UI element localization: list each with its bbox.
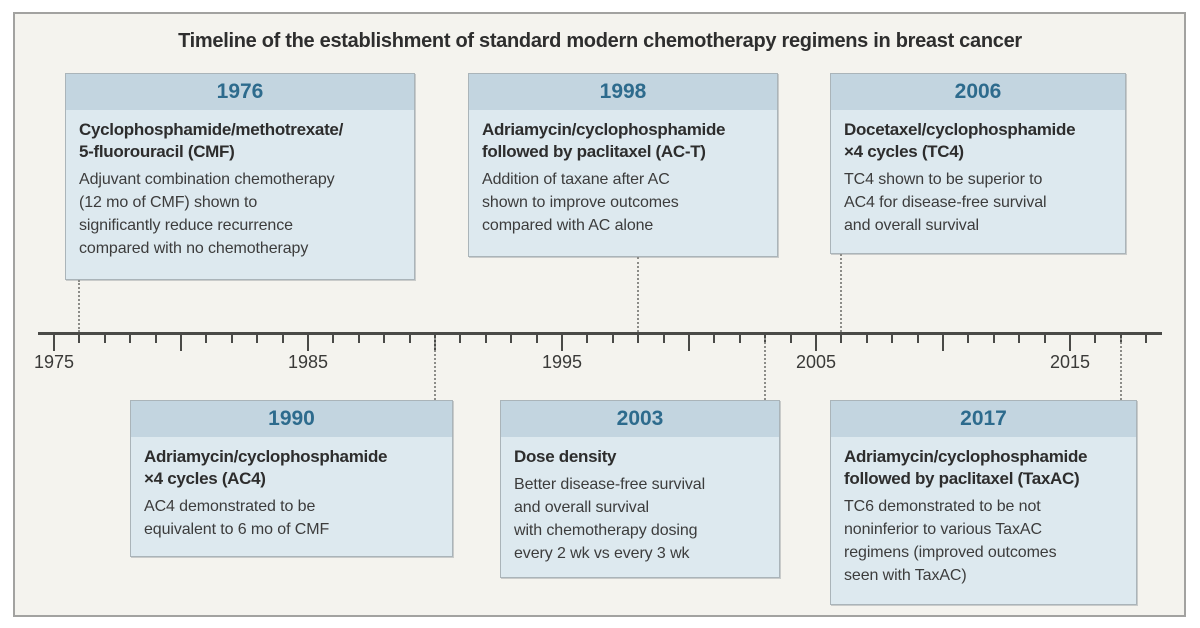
axis-tick-label: 1995 [541, 352, 583, 372]
event-box-2003: 2003 Dose density Better disease-free surv… [500, 400, 780, 578]
axis-tick [205, 335, 208, 343]
axis-tick [840, 335, 843, 343]
event-description: Better disease-free survival and overall… [514, 476, 706, 562]
axis-tick [307, 335, 309, 351]
axis-tick-label: 1975 [33, 352, 75, 372]
axis-tick [865, 335, 868, 343]
axis-tick [510, 335, 513, 343]
event-heading: Adriamycin/cyclophosphamide ×4 cycles (A… [144, 447, 388, 488]
event-description: Addition of taxane after AC shown to imp… [482, 171, 679, 234]
axis-tick [53, 335, 55, 351]
event-heading: Cyclophosphamide/methotrexate/ 5-fluorou… [79, 120, 344, 161]
axis-tick [180, 335, 182, 351]
axis-tick [688, 335, 690, 351]
event-box-1990: 1990 Adriamycin/cyclophosphamide ×4 cycle… [130, 400, 453, 557]
axis-tick [383, 335, 386, 343]
figure-title: Timeline of the establishment of standar… [178, 30, 1022, 52]
axis-tick [738, 335, 741, 343]
event-year: 1990 [131, 401, 452, 437]
event-connector-line [434, 338, 436, 400]
event-heading: Docetaxel/cyclophosphamide ×4 cycles (TC… [844, 120, 1076, 161]
event-year: 2003 [501, 401, 779, 437]
axis-tick [332, 335, 335, 343]
event-content: Adriamycin/cyclophosphamide followed by … [469, 110, 777, 245]
event-connector-line [1119, 338, 1122, 400]
event-description: AC4 demonstrated to be equivalent to 6 m… [144, 498, 330, 538]
axis-tick [586, 335, 589, 343]
event-year: 1998 [469, 74, 777, 110]
axis-tick [484, 335, 487, 343]
axis-tick [230, 335, 233, 343]
event-connector-line [78, 280, 81, 332]
event-heading: Adriamycin/cyclophosphamide followed by … [844, 447, 1088, 488]
axis-tick [967, 335, 970, 343]
axis-tick [357, 335, 360, 343]
event-content: Cyclophosphamide/methotrexate/ 5-fluorou… [66, 110, 414, 268]
axis-tick [129, 335, 132, 343]
event-description: TC4 shown to be superior to AC4 for dise… [844, 171, 1047, 234]
axis-tick-label: 2015 [1049, 352, 1091, 372]
event-connector-line [840, 254, 843, 332]
axis-tick [408, 335, 411, 343]
event-heading: Adriamycin/cyclophosphamide followed by … [482, 120, 726, 161]
axis-tick [789, 335, 792, 343]
axis-tick [256, 335, 259, 343]
event-connector-line [637, 257, 640, 332]
axis-tick [891, 335, 894, 343]
timeline-axis [38, 332, 1162, 335]
axis-tick [535, 335, 538, 343]
event-content: Docetaxel/cyclophosphamide ×4 cycles (TC… [831, 110, 1125, 245]
axis-tick [1094, 335, 1097, 343]
event-box-2006: 2006 Docetaxel/cyclophosphamide ×4 cycles… [830, 73, 1126, 254]
axis-tick [78, 335, 81, 343]
axis-tick-label: 2005 [795, 352, 837, 372]
axis-tick [916, 335, 919, 343]
axis-tick [992, 335, 995, 343]
axis-tick [662, 335, 665, 343]
axis-tick [281, 335, 284, 343]
axis-tick [154, 335, 157, 343]
axis-tick [815, 335, 817, 351]
event-description: Adjuvant combination chemotherapy (12 mo… [79, 171, 335, 257]
axis-tick [561, 335, 563, 351]
event-content: Dose density Better disease-free survival… [501, 437, 779, 573]
event-box-1998: 1998 Adriamycin/cyclophosphamide followed… [468, 73, 778, 257]
event-heading: Dose density [514, 447, 617, 466]
axis-tick [459, 335, 462, 343]
event-year: 1976 [66, 74, 414, 110]
event-year: 2017 [831, 401, 1136, 437]
axis-tick [611, 335, 614, 343]
event-box-1976: 1976 Cyclophosphamide/methotrexate/ 5-flu… [65, 73, 415, 280]
axis-tick [637, 335, 640, 343]
axis-tick [1145, 335, 1148, 343]
axis-tick-label: 1985 [287, 352, 329, 372]
axis-tick [1018, 335, 1021, 343]
event-connector-line [764, 338, 767, 400]
axis-tick [103, 335, 106, 343]
event-year: 2006 [831, 74, 1125, 110]
axis-tick [1069, 335, 1071, 351]
axis-tick [942, 335, 944, 351]
event-description: TC6 demonstrated to be not noninferior t… [844, 498, 1057, 584]
axis-tick [1043, 335, 1046, 343]
event-content: Adriamycin/cyclophosphamide ×4 cycles (A… [131, 437, 452, 549]
event-content: Adriamycin/cyclophosphamide followed by … [831, 437, 1136, 595]
axis-tick [713, 335, 716, 343]
event-box-2017: 2017 Adriamycin/cyclophosphamide followed… [830, 400, 1137, 605]
